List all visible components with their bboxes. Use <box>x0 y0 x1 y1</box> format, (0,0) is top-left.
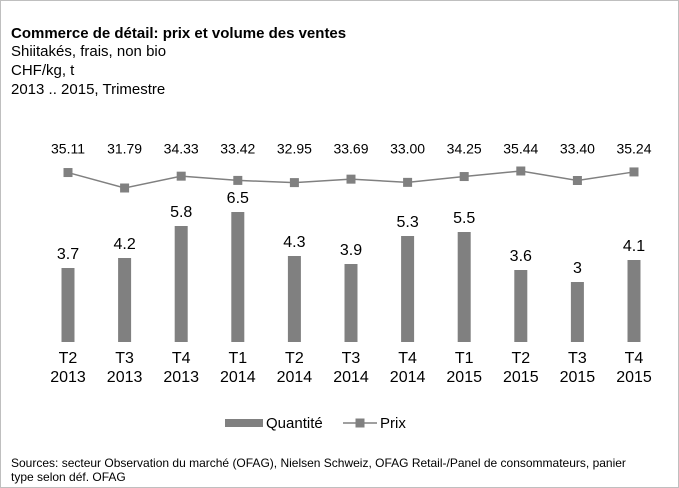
line-marker <box>176 171 186 181</box>
data-label: 4.1 <box>623 238 645 255</box>
x-tick-label: T1 2015 <box>446 350 482 386</box>
x-tick-label: T4 2015 <box>616 350 652 386</box>
data-label: 31.79 <box>107 141 142 157</box>
data-label: 35.44 <box>503 141 538 157</box>
bar <box>570 282 584 342</box>
data-label: 3.9 <box>340 242 362 259</box>
data-label: 5.8 <box>170 204 192 221</box>
data-label: 3.6 <box>510 248 532 265</box>
data-label: 33.00 <box>390 141 425 157</box>
x-tick-label: T3 2014 <box>333 350 369 386</box>
subtitle: Shiitakés, frais, non bio <box>11 43 167 60</box>
line-marker <box>629 167 639 177</box>
bar <box>61 268 75 342</box>
x-tick-label: T2 2015 <box>503 350 539 386</box>
data-label: 33.42 <box>220 141 255 157</box>
data-label: 33.69 <box>333 141 368 157</box>
data-label: 3.7 <box>57 246 79 263</box>
data-label: 4.3 <box>283 234 305 251</box>
x-tick-label: T3 2013 <box>106 350 143 386</box>
data-label: 35.24 <box>616 141 651 157</box>
line-marker <box>233 175 243 185</box>
line-marker <box>572 176 582 186</box>
bar <box>401 236 415 342</box>
legend-swatch <box>225 419 263 427</box>
bar <box>514 270 528 342</box>
bar <box>174 226 188 342</box>
x-tick-label: T2 2013 <box>50 350 86 386</box>
x-tick-label: T3 2015 <box>559 350 596 386</box>
line-marker <box>403 177 413 187</box>
legend-swatch <box>355 418 365 428</box>
bar <box>231 212 245 342</box>
line-marker <box>63 168 73 178</box>
data-label: 5.5 <box>453 210 475 227</box>
data-label: 33.40 <box>560 141 595 157</box>
data-label: 4.2 <box>113 236 135 253</box>
data-label: 34.33 <box>164 141 199 157</box>
line-marker <box>346 174 356 184</box>
data-label: 35.11 <box>51 141 85 157</box>
subtitle: 2013 .. 2015, Trimestre <box>11 81 166 98</box>
bar <box>344 264 358 342</box>
bar <box>457 232 471 342</box>
bar <box>287 256 301 342</box>
bar <box>627 260 641 342</box>
line-marker <box>459 172 469 182</box>
x-tick-label: T1 2014 <box>220 350 256 386</box>
chart-title: Commerce de détail: prix et volume des v… <box>11 25 347 42</box>
data-label: 3 <box>573 260 582 277</box>
subtitle: CHF/kg, t <box>11 62 75 79</box>
line-marker <box>120 183 130 193</box>
data-label: 32.95 <box>277 141 312 157</box>
x-tick-label: T4 2013 <box>163 350 199 386</box>
x-tick-label: T4 2014 <box>389 350 426 386</box>
line-marker <box>516 166 526 176</box>
x-tick-label: T2 2014 <box>276 350 313 386</box>
legend-label: Quantité <box>266 415 323 432</box>
data-label: 6.5 <box>227 190 249 207</box>
bar <box>118 258 132 342</box>
data-label: 34.25 <box>447 141 482 157</box>
source-note: Sources: secteur Observation du marché (… <box>11 456 626 484</box>
line-marker <box>289 178 299 188</box>
data-label: 5.3 <box>396 214 418 231</box>
legend-label: Prix <box>380 415 406 432</box>
